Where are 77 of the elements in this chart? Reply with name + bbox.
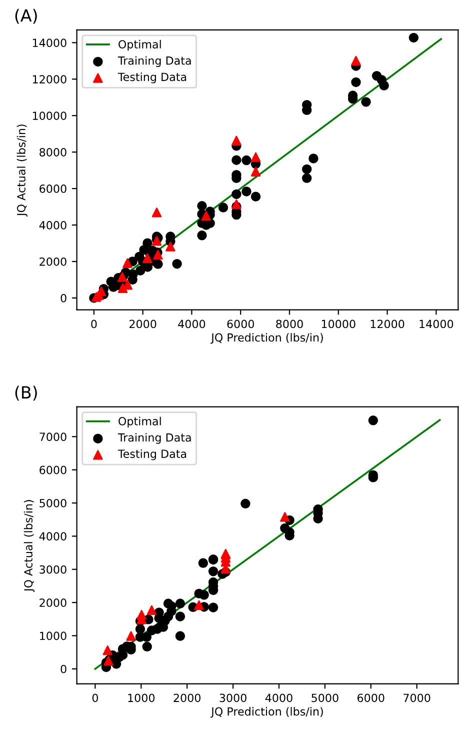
y-tick-label: 1000 (40, 632, 66, 640)
x-tick-label: 3000 (220, 694, 246, 702)
x-tick-label: 14000 (420, 320, 454, 328)
point (111, 659, 122, 669)
point (175, 598, 186, 608)
point (280, 512, 290, 522)
y-tick-label: 4000 (39, 532, 66, 541)
x-tick-label: 10000 (322, 320, 356, 328)
point (146, 605, 157, 616)
point (153, 250, 163, 260)
point (351, 56, 361, 66)
y-tick-label: 14000 (32, 38, 66, 48)
point (232, 136, 242, 146)
y-tick-label: 3000 (40, 565, 66, 574)
x-tick-label: 8000 (276, 320, 303, 328)
legend-label: Testing Data (118, 449, 186, 460)
point (102, 645, 112, 656)
legend-label: Optimal (118, 416, 161, 428)
y-tick-label: 0 (60, 294, 66, 302)
point (208, 554, 218, 564)
point (208, 602, 218, 612)
point (142, 253, 152, 264)
x-tick-label: 0 (91, 320, 97, 328)
point (232, 199, 242, 210)
x-tick-label: 7000 (404, 694, 430, 702)
point (368, 416, 378, 426)
point (122, 258, 132, 268)
y-tick-label: 6000 (40, 466, 66, 474)
x-axis-title: JQ Prediction (lbs/in) (210, 707, 323, 718)
point (118, 283, 128, 293)
x-tick-label: 4000 (265, 694, 292, 702)
x-axis-title: JQ Prediction (lbs/in) (210, 333, 323, 344)
chart-title: (A) (15, 8, 37, 24)
point (152, 208, 162, 218)
legend-label: Optimal (118, 40, 161, 51)
point (175, 612, 186, 622)
point (250, 166, 261, 176)
x-tick-label: 2000 (129, 320, 156, 328)
y-tick-label: 12000 (32, 75, 66, 84)
x-tick-label: 4000 (178, 320, 206, 328)
y-tick-label: 4000 (39, 221, 66, 230)
point (198, 558, 208, 568)
y-tick-label: 8000 (40, 148, 66, 156)
point (126, 631, 136, 641)
y-axis-title: JQ Actual (lbs/in) (16, 124, 28, 217)
y-tick-label: 5000 (40, 498, 66, 508)
x-tick-label: 0 (92, 694, 98, 702)
point (199, 590, 209, 600)
point (135, 624, 146, 634)
x-tick-label: 6000 (358, 694, 384, 702)
point (175, 631, 186, 641)
y-tick-label: 7000 (40, 432, 66, 442)
point (208, 566, 218, 576)
point (240, 498, 250, 509)
x-tick-label: 6000 (227, 320, 254, 328)
point (166, 242, 176, 252)
chart-title: (B) (15, 386, 37, 401)
y-tick-label: 10000 (32, 112, 66, 120)
point (92, 292, 102, 302)
point (142, 642, 152, 652)
y-axis-title: JQ Actual (lbs/in) (24, 500, 35, 592)
y-tick-label: 2000 (40, 257, 66, 266)
point (194, 600, 204, 610)
point (152, 624, 162, 634)
x-tick-label: 2000 (174, 694, 200, 702)
y-tick-label: 0 (60, 664, 66, 674)
x-tick-label: 12000 (370, 320, 404, 328)
legend-label: Training Data (118, 433, 191, 444)
point (201, 211, 211, 221)
point (142, 632, 152, 642)
y-tick-label: 6000 (40, 184, 66, 193)
legend-label: Training Data (118, 56, 191, 67)
point (250, 152, 261, 162)
x-tick-label: 1000 (128, 694, 155, 702)
x-tick-label: 5000 (312, 694, 338, 702)
legend-label: Testing Data (118, 72, 186, 84)
y-tick-label: 2000 (40, 598, 66, 607)
